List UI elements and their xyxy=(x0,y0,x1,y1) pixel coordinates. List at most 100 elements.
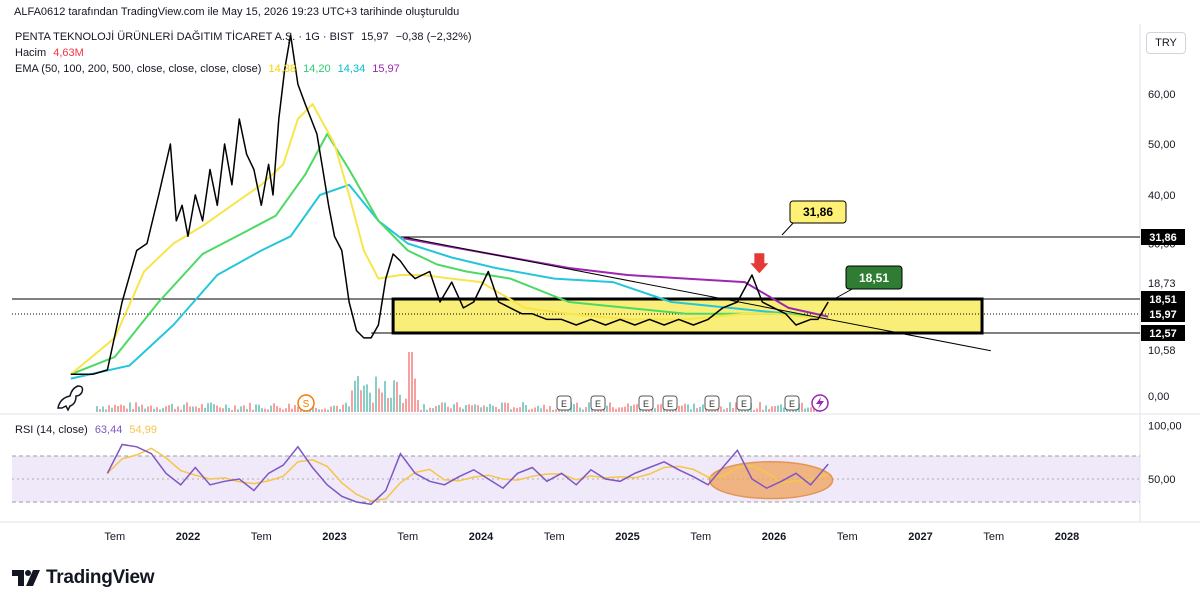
rsi-ma-value: 54,99 xyxy=(129,424,157,436)
volume-bar xyxy=(186,402,188,412)
brand-name: TradingView xyxy=(46,567,155,588)
volume-bar xyxy=(354,380,356,412)
rsi-line xyxy=(106,443,829,506)
volume-bar xyxy=(159,409,161,412)
volume-bar xyxy=(297,406,299,412)
callout-yellow-box xyxy=(789,200,847,224)
volume-bar xyxy=(429,407,431,412)
volume-bar xyxy=(534,407,536,412)
time-tick-label: Tem xyxy=(983,531,1004,543)
tradingview-logo[interactable]: TradingView xyxy=(12,566,155,590)
time-tick-label: 2025 xyxy=(615,531,639,543)
volume-bar xyxy=(720,406,722,412)
volume-bar xyxy=(531,408,533,412)
volume-bar xyxy=(357,375,359,412)
volume-bar xyxy=(147,406,149,412)
tradingview-logo-icon xyxy=(12,570,40,586)
price-line xyxy=(70,34,829,376)
volume-bar xyxy=(387,398,389,412)
rsi-highlight-oval xyxy=(708,461,834,500)
ema-row: EMA (50, 100, 200, 500, close, close, cl… xyxy=(15,63,404,75)
volume-bar xyxy=(288,403,290,412)
volume-bar xyxy=(573,403,575,412)
volume-bar xyxy=(591,408,593,412)
volume-bar xyxy=(114,404,116,412)
price-change: −0,38 (−2,32%) xyxy=(395,31,472,43)
volume-bar xyxy=(333,405,335,412)
volume-bar xyxy=(624,406,626,412)
volume-bar xyxy=(807,407,809,412)
currency-button[interactable]: TRY xyxy=(1146,32,1186,54)
volume-bar xyxy=(363,385,365,412)
volume-bar xyxy=(396,381,398,412)
volume-bar xyxy=(660,404,662,412)
volume-bar xyxy=(228,407,230,412)
volume-bar xyxy=(174,408,176,412)
time-tick-label: Tem xyxy=(837,531,858,543)
volume-bar xyxy=(207,403,209,412)
volume-bar xyxy=(111,407,113,412)
volume-bar xyxy=(282,409,284,412)
volume-bar xyxy=(348,406,350,412)
volume-bar xyxy=(453,404,455,412)
volume-bar xyxy=(474,404,476,412)
volume-bar xyxy=(699,406,701,412)
volume-bar xyxy=(258,404,260,412)
volume-bar xyxy=(516,408,518,412)
volume-bar xyxy=(102,406,104,412)
volume-bar xyxy=(504,402,506,412)
volume-bar xyxy=(789,409,791,412)
volume-bar xyxy=(366,384,368,412)
volume-bar xyxy=(123,405,125,412)
volume-bar xyxy=(372,402,374,412)
rsi-ma-line xyxy=(106,447,829,502)
time-tick-label: 2027 xyxy=(908,531,932,543)
earnings-marker-glyph: E xyxy=(709,399,715,409)
rsi-label[interactable]: RSI (14, close) xyxy=(15,424,88,436)
volume-bar xyxy=(126,408,128,412)
volume-bar xyxy=(615,408,617,412)
volume-bar xyxy=(216,405,218,412)
ema-label[interactable]: EMA (50, 100, 200, 500, close, close, cl… xyxy=(15,63,262,75)
volume-label[interactable]: Hacim xyxy=(15,47,47,59)
volume-bar xyxy=(177,406,179,412)
volume-bar xyxy=(264,408,266,412)
volume-bar xyxy=(762,409,764,412)
volume-bar xyxy=(576,402,578,412)
volume-bar xyxy=(342,404,344,412)
volume-bar xyxy=(330,406,332,412)
time-tick-label: Tem xyxy=(251,531,272,543)
earnings-marker-icon xyxy=(590,395,606,411)
volume-bar xyxy=(519,407,521,412)
volume-bar xyxy=(141,404,143,412)
volume-bar xyxy=(681,405,683,412)
volume-bar xyxy=(657,404,659,412)
volume-bar xyxy=(780,404,782,412)
volume-bar xyxy=(735,402,737,412)
volume-bar xyxy=(285,408,287,412)
volume-bar xyxy=(684,403,686,412)
volume-bar xyxy=(270,405,272,412)
volume-bar xyxy=(774,406,776,412)
volume-bar xyxy=(249,402,251,412)
symbol-name[interactable]: PENTA TEKNOLOJİ ÜRÜNLERİ DAĞITIM TİCARET… xyxy=(15,31,355,43)
time-tick-label: Tem xyxy=(544,531,565,543)
volume-bar xyxy=(117,406,119,412)
callout-leader xyxy=(835,287,855,299)
volume-bar xyxy=(630,405,632,412)
volume-bar xyxy=(678,406,680,412)
volume-bar xyxy=(405,398,407,412)
volume-bar xyxy=(231,409,233,412)
earnings-marker-icon xyxy=(556,395,572,411)
volume-bar xyxy=(189,406,191,412)
flash-marker-glyph xyxy=(816,397,824,409)
volume-bar xyxy=(324,408,326,412)
callout-green-box xyxy=(845,265,903,290)
volume-bar xyxy=(654,408,656,412)
volume-bar xyxy=(144,408,146,412)
volume-bar xyxy=(156,407,158,412)
price-tick-label: 40,00 xyxy=(1148,190,1176,202)
volume-bar xyxy=(225,404,227,412)
volume-bar xyxy=(165,406,167,412)
